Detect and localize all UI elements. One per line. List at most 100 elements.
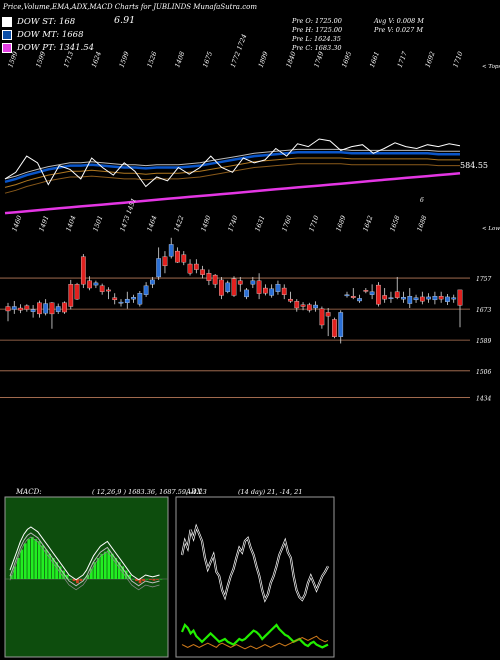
candle-body xyxy=(419,296,425,302)
candle-body xyxy=(62,302,67,313)
candle-body xyxy=(250,280,256,285)
candle-body xyxy=(338,312,344,337)
candle-body xyxy=(407,296,413,304)
macd-histogram-bar xyxy=(138,579,142,584)
bottom-tick-label: 1740 xyxy=(226,214,239,232)
prev-volume: Pre V: 0.027 M xyxy=(374,26,424,34)
adx-green-line xyxy=(180,623,329,649)
top-tick-label: 1899 xyxy=(257,50,270,68)
candle-body xyxy=(432,296,438,301)
top-tick-label: 1675 xyxy=(201,50,214,68)
macd-histogram-bar xyxy=(65,574,69,579)
chart-title: Price,Volume,EMA,ADX,MACD Charts for JUB… xyxy=(3,3,257,11)
candle-body xyxy=(80,256,86,285)
macd-histogram-bar xyxy=(107,549,111,579)
candle-body xyxy=(294,301,300,309)
candle-body xyxy=(99,285,105,292)
candle-body xyxy=(24,305,30,310)
candle-body xyxy=(281,287,287,295)
ema-brown-line xyxy=(4,163,460,194)
adx-white-inner xyxy=(181,525,329,601)
macd-histogram-bar xyxy=(135,579,138,582)
candle-body xyxy=(388,297,394,300)
macd-histogram-bar xyxy=(149,579,152,580)
candle-body xyxy=(357,298,362,302)
ema-small-mark: 6 xyxy=(420,197,424,204)
candle-body xyxy=(350,296,356,298)
top-tick-label: 1710 xyxy=(451,50,464,68)
macd-label: MACD: xyxy=(15,488,42,496)
candle-body xyxy=(382,295,388,300)
top-tick-label: 1749 xyxy=(312,50,325,68)
candle-body xyxy=(131,297,136,300)
candle-body xyxy=(413,297,419,301)
macd-histogram-bar xyxy=(93,562,97,579)
top-tick-label: 1695 xyxy=(340,50,353,68)
bottom-tick-label: 1464 xyxy=(145,214,158,232)
candle-body xyxy=(212,274,218,285)
candle-body xyxy=(426,296,431,300)
macd-histogram-bar xyxy=(55,562,58,579)
top-tick-label: 1408 xyxy=(173,50,186,68)
candle-body xyxy=(231,278,237,296)
bottom-tick-label: 1490 xyxy=(199,214,212,232)
ema-value-label: 584.55 xyxy=(460,161,488,170)
macd-histogram-bar xyxy=(156,579,159,580)
macd-histogram-bar xyxy=(27,539,31,579)
macd-histogram-bar xyxy=(34,539,38,579)
prev-open: Pre O: 1725.00 xyxy=(292,17,342,25)
macd-histogram-bar xyxy=(20,549,24,579)
candle-body xyxy=(18,307,23,311)
adx-orange-line xyxy=(181,635,329,650)
macd-histogram-bar xyxy=(72,579,76,582)
macd-histogram-bar xyxy=(62,570,65,579)
candle-body xyxy=(206,273,212,281)
candle-body xyxy=(37,302,42,315)
macd-histogram-bar xyxy=(23,543,27,579)
bottom-caption: < Lows xyxy=(482,226,500,232)
macd-histogram-bar xyxy=(110,553,114,579)
candle-body xyxy=(112,297,118,301)
macd-histogram-bar xyxy=(159,579,163,580)
macd-signal-line xyxy=(9,536,160,591)
candle-body xyxy=(457,289,463,306)
top-tick-label: 1526 xyxy=(145,50,158,68)
dow-st-label: DOW ST: 168 xyxy=(17,17,76,27)
avg-volume: Avg V: 0.008 M xyxy=(374,17,424,25)
ema-magenta-line xyxy=(4,171,461,215)
dow-pt-label: DOW PT: 1341.54 xyxy=(17,43,95,53)
macd-histogram-bar xyxy=(44,549,48,579)
candle-body xyxy=(162,256,168,267)
candle-body xyxy=(49,302,55,315)
candle-body xyxy=(68,284,74,307)
macd-histogram-bar xyxy=(131,579,135,580)
candle-body xyxy=(325,312,331,317)
top-tick-label: 1717 xyxy=(396,50,409,69)
candle-body xyxy=(137,293,143,305)
prev-high: Pre H: 1725.00 xyxy=(292,26,343,34)
top-tick-label: 1599 xyxy=(6,50,19,68)
dow-mt-legend: DOW MT: 1668 xyxy=(2,30,84,40)
macd-histogram-bar xyxy=(41,545,45,579)
candle-body xyxy=(43,303,49,314)
top-tick-label: 1599 xyxy=(118,50,131,68)
top-tick-label: 1661 xyxy=(368,50,381,68)
macd-histogram-bar xyxy=(37,541,41,579)
macd-histogram-bar xyxy=(152,579,156,581)
bottom-tick-label: 1642 xyxy=(361,214,374,232)
dow-pt-legend: DOW PT: 1341.54 xyxy=(2,43,94,53)
macd-histogram-bar xyxy=(128,574,132,579)
price-level-label: 1434 xyxy=(476,395,491,402)
candle-body xyxy=(438,296,444,300)
top-tick-label: 1692 xyxy=(424,50,437,68)
top-tick-label: 1713 xyxy=(62,50,75,68)
macd-histogram-bar xyxy=(30,537,34,579)
macd-histogram-bar xyxy=(124,570,128,579)
top-tick-label: 1772 1724 xyxy=(229,33,249,69)
adx-values: (14 day) 21, -14, 21 xyxy=(238,488,302,496)
ema-orange-line xyxy=(4,157,460,188)
candle-body xyxy=(288,298,293,302)
macd-histogram-bar xyxy=(100,553,104,579)
candle-body xyxy=(275,284,281,292)
macd-histogram-bar xyxy=(13,566,17,579)
